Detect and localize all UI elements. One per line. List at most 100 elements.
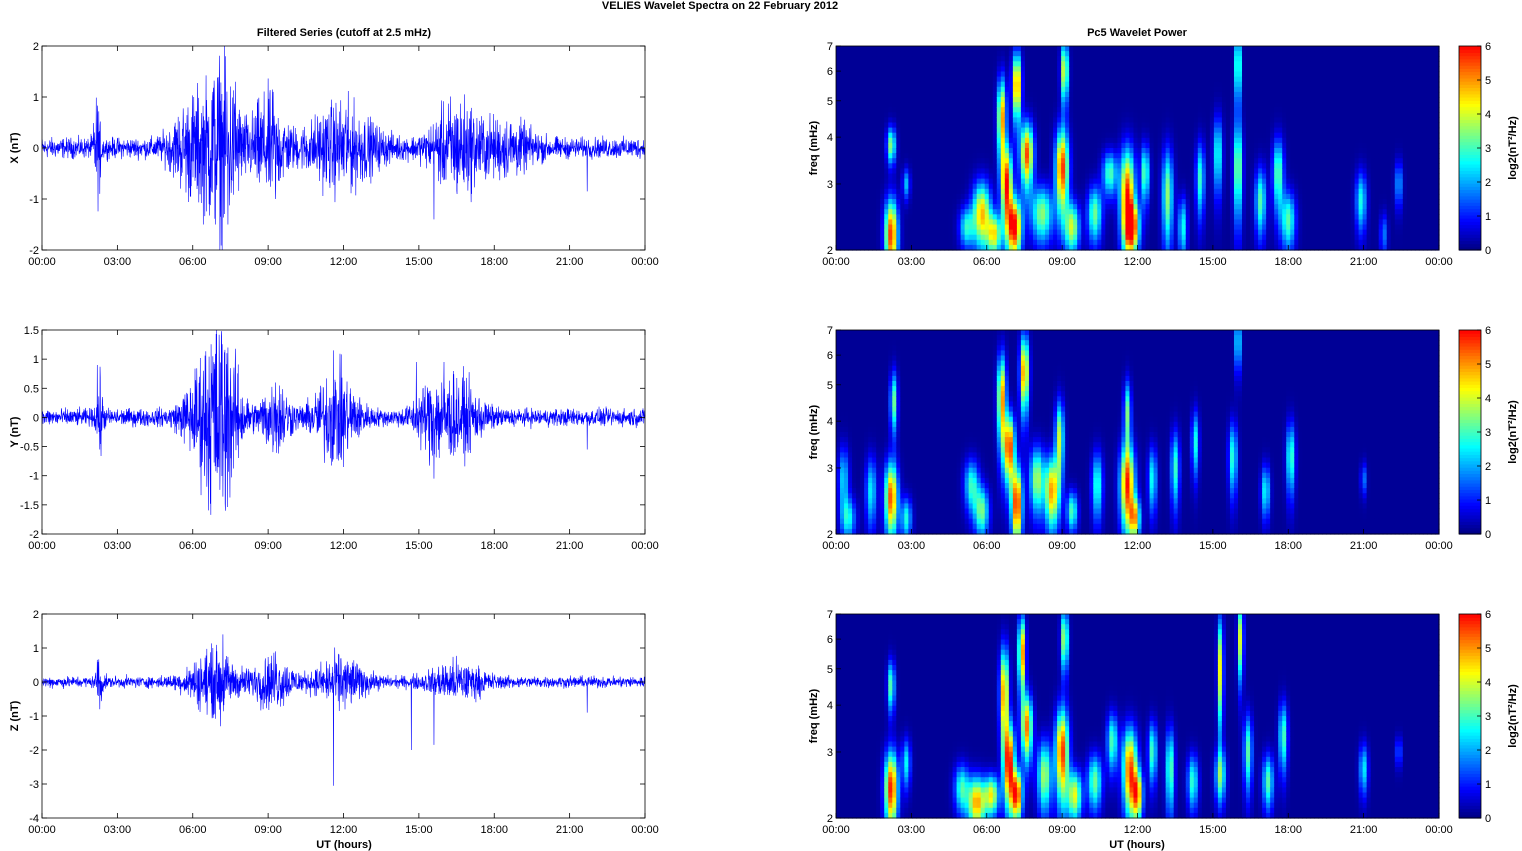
- heatmap-cell: [1262, 188, 1267, 195]
- heatmap-cell: [1004, 153, 1010, 159]
- heatmap-cell: [1185, 229, 1191, 236]
- heatmap-cell: [956, 193, 962, 200]
- heatmap-cell: [876, 234, 881, 241]
- heatmap-cell: [944, 61, 950, 67]
- heatmap-cell: [844, 209, 849, 215]
- heatmap-cell: [1105, 117, 1110, 124]
- heatmap-cell: [868, 46, 873, 52]
- heatmap-cell: [1274, 178, 1279, 185]
- heatmap-cell: [1310, 61, 1315, 67]
- heatmap-cell: [960, 204, 966, 210]
- heatmap-cell: [988, 91, 994, 98]
- heatmap-cell: [1246, 132, 1251, 139]
- heatmap-cell: [1113, 229, 1118, 236]
- heatmap-cell: [1278, 224, 1283, 231]
- heatmap-cell: [1149, 76, 1155, 83]
- heatmap-cell: [1306, 173, 1311, 180]
- heatmap-cell: [1302, 188, 1307, 195]
- heatmap-cell: [940, 183, 946, 190]
- heatmap-cell: [1278, 46, 1283, 52]
- heatmap-cell: [1294, 91, 1299, 98]
- heatmap-cell: [852, 153, 857, 159]
- heatmap-cell: [1028, 199, 1034, 205]
- heatmap-cell: [844, 142, 849, 149]
- heatmap-cell: [1246, 112, 1251, 118]
- heatmap-cell: [964, 61, 970, 67]
- heatmap-cell: [936, 86, 942, 93]
- heatmap-cell: [1117, 229, 1123, 236]
- heatmap-cell: [872, 46, 877, 52]
- heatmap-cell: [1318, 188, 1324, 195]
- heatmap-cell: [912, 51, 917, 57]
- heatmap-cell: [984, 158, 990, 164]
- heatmap-cell: [848, 81, 853, 88]
- heatmap-cell: [1077, 183, 1082, 190]
- heatmap-cell: [1016, 178, 1022, 185]
- heatmap-cell: [1161, 122, 1167, 129]
- heatmap-cell: [1000, 61, 1006, 67]
- heatmap-cell: [1145, 229, 1151, 236]
- heatmap-cell: [1233, 127, 1239, 134]
- heatmap-cell: [860, 178, 865, 185]
- heatmap-cell: [1314, 229, 1319, 236]
- heatmap-cell: [968, 91, 974, 98]
- heatmap-cell: [1294, 132, 1299, 139]
- heatmap-cell: [1310, 173, 1315, 180]
- heatmap-cell: [1016, 193, 1022, 200]
- heatmap-cell: [1258, 46, 1263, 52]
- heatmap-cell: [1149, 234, 1155, 241]
- heatmap-cell: [1000, 117, 1006, 124]
- heatmap-cell: [968, 163, 974, 169]
- heatmap-cell: [900, 76, 905, 83]
- heatmap-cell: [956, 97, 962, 103]
- heatmap-cell: [1077, 163, 1082, 169]
- heatmap-cell: [1294, 158, 1299, 164]
- heatmap-cell: [1193, 122, 1199, 129]
- heatmap-cell: [1093, 183, 1098, 190]
- heatmap-cell: [1165, 132, 1171, 139]
- heatmap-cell: [984, 132, 990, 139]
- heatmap-cell: [1185, 46, 1191, 52]
- heatmap-cell: [908, 56, 913, 62]
- heatmap-cell: [1274, 112, 1279, 118]
- heatmap-cell: [1169, 244, 1175, 251]
- heatmap-cell: [864, 173, 869, 180]
- heatmap-cell: [1045, 214, 1050, 220]
- heatmap-cell: [1254, 107, 1259, 113]
- heatmap-cell: [1306, 224, 1311, 231]
- heatmap-cell: [1129, 132, 1135, 139]
- heatmap-cell: [868, 132, 873, 139]
- heatmap-cell: [1310, 199, 1315, 205]
- heatmap-cell: [1081, 178, 1086, 185]
- heatmap-cell: [1181, 183, 1187, 190]
- heatmap-cell: [900, 46, 905, 52]
- heatmap-cell: [1189, 102, 1195, 108]
- heatmap-cell: [1193, 56, 1199, 62]
- heatmap-cell: [1153, 142, 1159, 149]
- heatmap-cell: [944, 46, 950, 52]
- heatmap-cell: [1085, 76, 1090, 83]
- heatmap-cell: [1205, 97, 1211, 103]
- heatmap-cell: [924, 61, 930, 67]
- heatmap-cell: [1217, 81, 1223, 88]
- heatmap-cell: [924, 244, 930, 251]
- heatmap-cell: [884, 107, 889, 113]
- heatmap-cell: [888, 127, 893, 134]
- heatmap-cell: [952, 239, 958, 246]
- heatmap-cell: [928, 132, 934, 139]
- heatmap-cell: [872, 239, 877, 246]
- heatmap-cell: [1065, 239, 1070, 246]
- heatmap-cell: [1314, 71, 1319, 78]
- heatmap-cell: [1258, 142, 1263, 149]
- heatmap-cell: [916, 234, 922, 241]
- heatmap-cell: [1221, 214, 1227, 220]
- heatmap-cell: [1093, 199, 1098, 205]
- heatmap-cell: [1157, 56, 1163, 62]
- heatmap-cell: [1045, 117, 1050, 124]
- heatmap-cell: [1137, 91, 1143, 98]
- heatmap-cell: [992, 102, 998, 108]
- heatmap-cell: [1129, 76, 1135, 83]
- heatmap-cell: [1205, 178, 1211, 185]
- heatmap-cell: [1097, 209, 1102, 215]
- heatmap-cell: [1097, 71, 1102, 78]
